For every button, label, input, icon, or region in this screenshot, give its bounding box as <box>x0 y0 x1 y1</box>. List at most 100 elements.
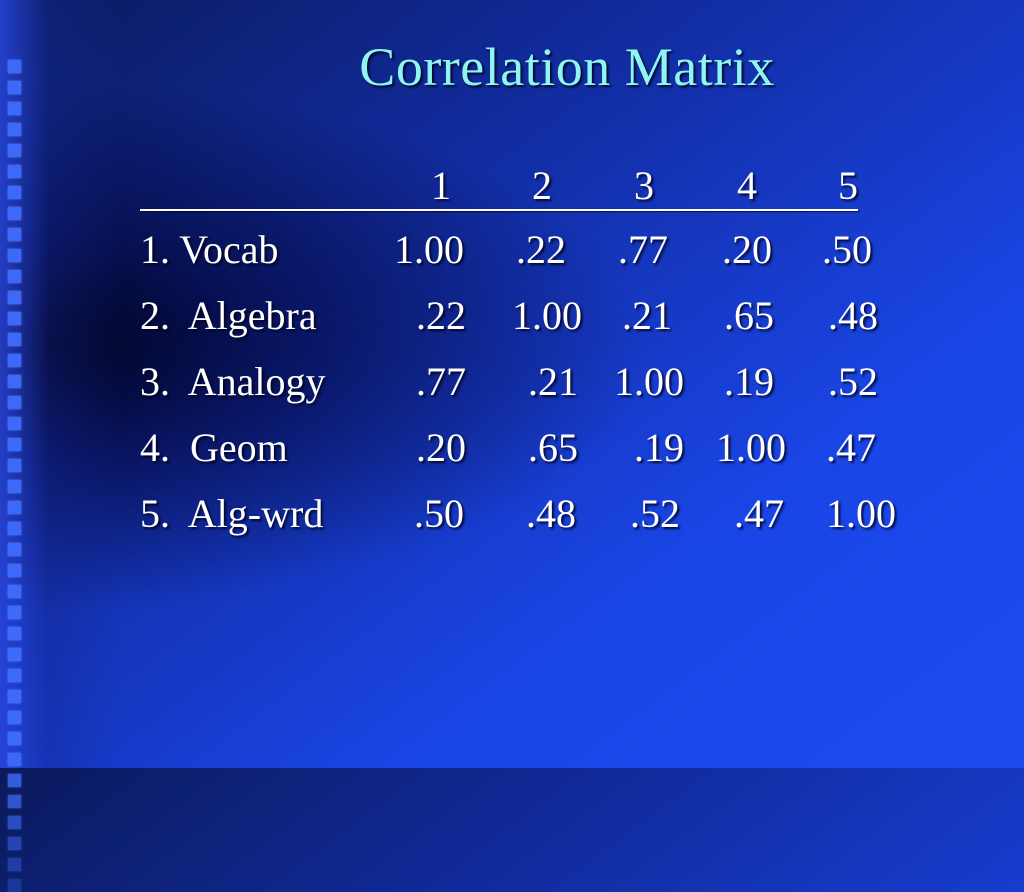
decorative-square <box>8 543 21 556</box>
slide-title: Correlation Matrix <box>359 37 775 97</box>
decorative-square-row <box>8 543 32 556</box>
decorative-square-row <box>8 627 32 640</box>
matrix-cell: .50 <box>414 491 464 536</box>
column-header: 2 <box>532 163 552 208</box>
decorative-square-row <box>8 396 32 409</box>
matrix-cell: 1.00 <box>716 425 786 470</box>
decorative-square-row <box>8 375 32 388</box>
row-label: 4. Geom <box>140 425 288 470</box>
decorative-square <box>8 417 21 430</box>
decorative-square <box>8 459 21 472</box>
decorative-square <box>8 375 21 388</box>
decorative-square-row <box>8 144 32 157</box>
row-label: 1. Vocab <box>140 227 279 272</box>
decorative-square-row <box>8 522 32 535</box>
column-header: 4 <box>737 163 757 208</box>
decorative-square-row <box>8 186 32 199</box>
decorative-square <box>8 522 21 535</box>
decorative-square <box>8 837 21 850</box>
decorative-square-row <box>8 837 32 850</box>
decorative-square <box>8 354 21 367</box>
decorative-square-row <box>8 102 32 115</box>
matrix-cell: .65 <box>724 293 774 338</box>
decorative-square <box>8 207 21 220</box>
decorative-square-row <box>8 690 32 703</box>
decorative-square <box>8 564 21 577</box>
decorative-square <box>8 753 21 766</box>
decorative-square <box>8 249 21 262</box>
decorative-square-row <box>8 732 32 745</box>
decorative-square-row <box>8 564 32 577</box>
decorative-square <box>8 711 21 724</box>
matrix-cell: 1.00 <box>826 491 896 536</box>
matrix-cell: .47 <box>734 491 784 536</box>
matrix-cell: .77 <box>416 359 466 404</box>
decorative-square-row <box>8 816 32 829</box>
matrix-cell: .20 <box>722 227 772 272</box>
decorative-square <box>8 795 21 808</box>
decorative-square-row <box>8 669 32 682</box>
decorative-square <box>8 333 21 346</box>
decorative-square <box>8 774 21 787</box>
decorative-square-row <box>8 501 32 514</box>
matrix-cell: 1.00 <box>394 227 464 272</box>
column-header: 5 <box>838 163 858 208</box>
decorative-square-row <box>8 417 32 430</box>
decorative-square <box>8 627 21 640</box>
decorative-square <box>8 228 21 241</box>
decorative-square <box>8 690 21 703</box>
decorative-square-row <box>8 249 32 262</box>
decorative-square <box>8 102 21 115</box>
decorative-square-row <box>8 606 32 619</box>
row-label: 5. Alg-wrd <box>140 491 324 536</box>
row-label: 2. Algebra <box>140 293 317 338</box>
decorative-square-row <box>8 711 32 724</box>
decorative-square-row <box>8 60 32 73</box>
header-underline <box>140 209 858 211</box>
decorative-square-row <box>8 312 32 325</box>
decorative-square <box>8 879 21 892</box>
matrix-cell: .52 <box>630 491 680 536</box>
decorative-square-row <box>8 207 32 220</box>
matrix-cell: .77 <box>618 227 668 272</box>
decorative-square <box>8 732 21 745</box>
decorative-square-row <box>8 858 32 871</box>
decorative-square <box>8 186 21 199</box>
decorative-square <box>8 123 21 136</box>
decorative-square-row <box>8 438 32 451</box>
decorative-square <box>8 81 21 94</box>
decorative-square <box>8 312 21 325</box>
decorative-square <box>8 501 21 514</box>
decorative-square <box>8 291 21 304</box>
decorative-square <box>8 60 21 73</box>
decorative-square <box>8 270 21 283</box>
matrix-cell: .22 <box>416 293 466 338</box>
matrix-cell: 1.00 <box>614 359 684 404</box>
decorative-square-row <box>8 333 32 346</box>
decorative-square-row <box>8 753 32 766</box>
decorative-square-row <box>8 354 32 367</box>
matrix-cell: .48 <box>828 293 878 338</box>
matrix-cell: 1.00 <box>512 293 582 338</box>
decorative-square-row <box>8 165 32 178</box>
decorative-square-row <box>8 774 32 787</box>
decorative-square-row <box>8 879 32 892</box>
matrix-cell: .21 <box>622 293 672 338</box>
decorative-square-row <box>8 228 32 241</box>
matrix-cell: .22 <box>516 227 566 272</box>
matrix-cell: .52 <box>828 359 878 404</box>
decorative-square <box>8 144 21 157</box>
decorative-square <box>8 606 21 619</box>
decorative-side-strip <box>0 0 122 892</box>
decorative-square <box>8 648 21 661</box>
column-header: 3 <box>634 163 654 208</box>
decorative-square-row <box>8 270 32 283</box>
decorative-squares <box>8 60 32 892</box>
matrix-cell: .50 <box>822 227 872 272</box>
decorative-square-row <box>8 648 32 661</box>
matrix-cell: .47 <box>826 425 876 470</box>
decorative-square <box>8 480 21 493</box>
decorative-square <box>8 816 21 829</box>
decorative-square-row <box>8 291 32 304</box>
matrix-cell: .19 <box>634 425 684 470</box>
